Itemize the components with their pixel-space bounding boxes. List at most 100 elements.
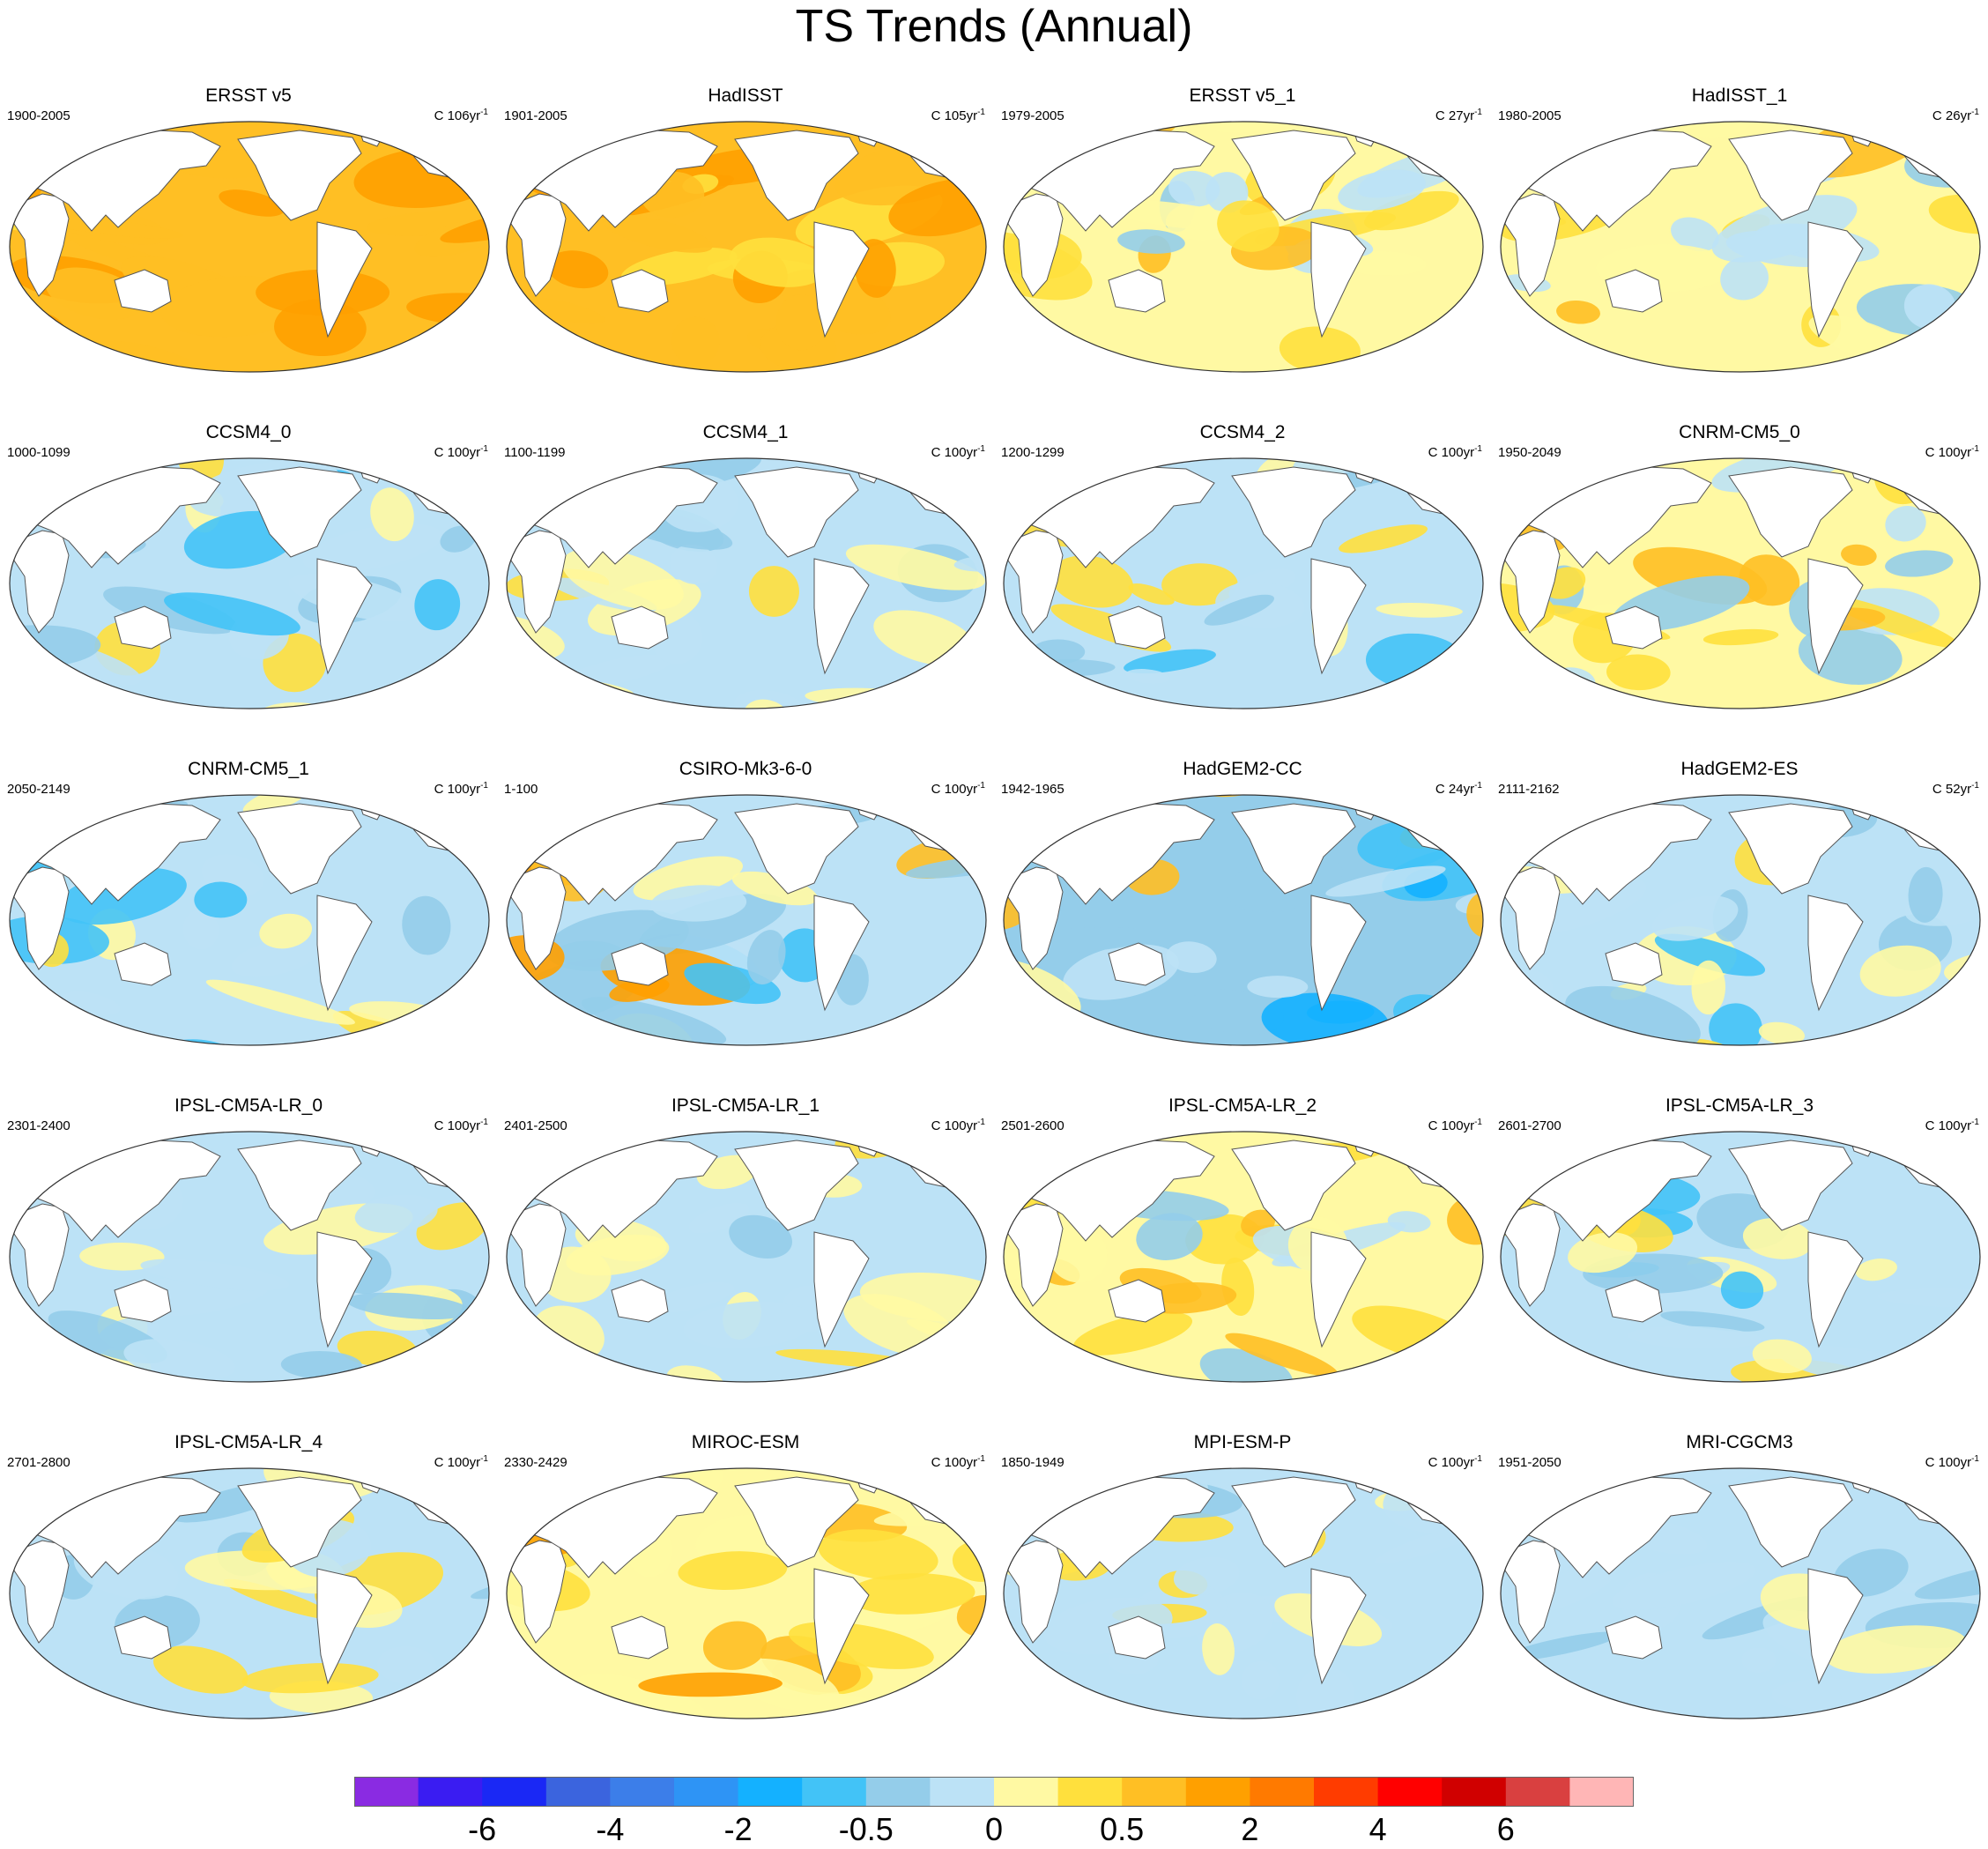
panel-title: IPSL-CM5A-LR_4 <box>174 1432 323 1452</box>
map-border <box>506 457 987 709</box>
australia-landmass <box>611 269 669 313</box>
panel-units: C 100yr-1 <box>434 781 488 797</box>
colorbar-swatch <box>610 1777 675 1807</box>
trend-anomaly-blob <box>1752 1339 1812 1374</box>
map-border <box>1500 457 1981 709</box>
trend-anomaly-blob <box>1421 120 1486 125</box>
trend-anomaly-blob <box>1877 1288 1980 1308</box>
trend-anomaly-blob <box>414 579 461 631</box>
trend-anomaly-blob <box>439 122 489 170</box>
panel-period: 1900-2005 <box>7 108 70 123</box>
trend-map <box>506 1467 987 1719</box>
trend-anomaly-blob <box>1004 1250 1025 1281</box>
map-border <box>1500 1131 1981 1383</box>
panel-title: IPSL-CM5A-LR_0 <box>174 1095 323 1116</box>
south-america-landmass <box>1807 1231 1864 1348</box>
colorbar-swatch <box>738 1777 803 1807</box>
trend-map <box>1003 794 1484 1046</box>
trend-anomaly-blob <box>695 1515 778 1564</box>
panel-period: 2401-2500 <box>504 1118 567 1133</box>
trend-anomaly-blob <box>729 1214 792 1259</box>
map-border <box>1003 1467 1484 1719</box>
panel-title: HadGEM2-ES <box>1680 759 1799 779</box>
trend-anomaly-blob <box>638 1672 783 1697</box>
trend-anomaly-blob <box>1629 1378 1684 1384</box>
trend-anomaly-blob <box>1391 795 1465 804</box>
colorbar-tick-label: 0 <box>984 1811 1004 1847</box>
trend-anomaly-blob <box>671 316 720 366</box>
australia-landmass <box>1108 1279 1166 1323</box>
colorbar-tick-label: 6 <box>1496 1811 1515 1847</box>
panel-period: 1979-2005 <box>1001 108 1064 123</box>
map-border <box>506 1467 987 1719</box>
colorbar-swatch <box>1185 1777 1250 1807</box>
panel-units: C 100yr-1 <box>1925 1454 1979 1470</box>
panel-period: 2301-2400 <box>7 1118 70 1133</box>
trend-anomaly-blob <box>1676 122 1763 138</box>
trend-anomaly-blob <box>931 1468 986 1489</box>
colorbar-swatch <box>1057 1777 1123 1807</box>
colorbar-swatch <box>354 1777 419 1807</box>
trend-anomaly-blob <box>1921 458 1970 477</box>
panel-units: C 100yr-1 <box>1428 1118 1482 1133</box>
map-border <box>9 794 490 1046</box>
trend-anomaly-blob <box>140 1259 290 1291</box>
panel-title: MPI-ESM-P <box>1193 1432 1292 1452</box>
trend-anomaly-blob <box>259 913 313 949</box>
trend-anomaly-blob <box>1173 1556 1240 1595</box>
trend-anomaly-blob <box>670 544 718 585</box>
trend-anomaly-blob <box>1671 217 1719 252</box>
australia-landmass <box>1108 942 1166 986</box>
trend-map <box>1500 1131 1981 1384</box>
trend-anomaly-blob <box>1128 583 1175 605</box>
trend-anomaly-blob <box>1702 628 1779 646</box>
trend-anomaly-blob <box>100 1130 187 1131</box>
north-america-landmass <box>1231 1476 1356 1568</box>
trend-anomaly-blob <box>1885 505 1926 542</box>
panel-units: C 24yr-1 <box>1435 781 1482 797</box>
trend-anomaly-blob <box>1338 169 1426 212</box>
north-america-landmass <box>1231 466 1356 558</box>
panel-title: MRI-CGCM3 <box>1686 1432 1793 1452</box>
panel-title: IPSL-CM5A-LR_1 <box>671 1095 820 1116</box>
trend-anomaly-blob <box>1048 1226 1108 1283</box>
north-america-landmass <box>734 803 859 895</box>
panel-period: 1901-2005 <box>504 108 567 123</box>
map-panel: CSIRO-Mk3-6-0 1-100 C 100yr-1 <box>497 758 994 1096</box>
north-america-landmass <box>1231 130 1356 221</box>
map-panel: CCSM4_0 1000-1099 C 100yr-1 <box>0 421 497 760</box>
australia-landmass <box>1605 605 1663 650</box>
australia-landmass <box>611 1279 669 1323</box>
trend-anomaly-blob <box>1720 1271 1764 1310</box>
panel-title: CCSM4_0 <box>205 422 292 442</box>
panel-units: C 106yr-1 <box>434 108 488 123</box>
colorbar-swatch <box>865 1777 931 1807</box>
south-america-landmass <box>316 221 373 338</box>
trend-anomaly-blob <box>1073 1311 1193 1355</box>
trend-anomaly-blob <box>242 795 309 815</box>
trend-anomaly-blob <box>1204 594 1274 626</box>
trend-anomaly-blob <box>1883 1132 1978 1140</box>
map-panel: HadISST 1901-2005 C 105yr-1 <box>497 85 994 423</box>
south-america-landmass <box>1807 221 1864 338</box>
north-america-landmass <box>237 466 362 558</box>
panel-units: C 100yr-1 <box>931 1454 985 1470</box>
australia-landmass <box>114 269 172 313</box>
trend-anomaly-blob <box>302 523 442 573</box>
australia-landmass <box>114 1615 172 1660</box>
trend-anomaly-blob <box>346 1292 471 1320</box>
trend-anomaly-blob <box>1874 1046 1981 1047</box>
map-panel: MPI-ESM-P 1850-1949 C 100yr-1 <box>994 1431 1491 1770</box>
north-america-landmass <box>1231 803 1356 895</box>
south-america-landmass <box>1807 558 1864 675</box>
trend-map <box>1003 1467 1484 1719</box>
map-border <box>1003 1131 1484 1383</box>
colorbar-tick-label: 0.5 <box>1100 1811 1145 1847</box>
australia-landmass <box>611 1615 669 1660</box>
panel-units: C 26yr-1 <box>1932 108 1979 123</box>
map-panel: ERSST v5 1900-2005 C 106yr-1 <box>0 85 497 423</box>
trend-anomaly-blob <box>1654 933 1766 976</box>
panel-units: C 100yr-1 <box>1925 1118 1979 1133</box>
trend-anomaly-blob <box>730 237 828 287</box>
colorbar-swatch <box>545 1777 611 1807</box>
